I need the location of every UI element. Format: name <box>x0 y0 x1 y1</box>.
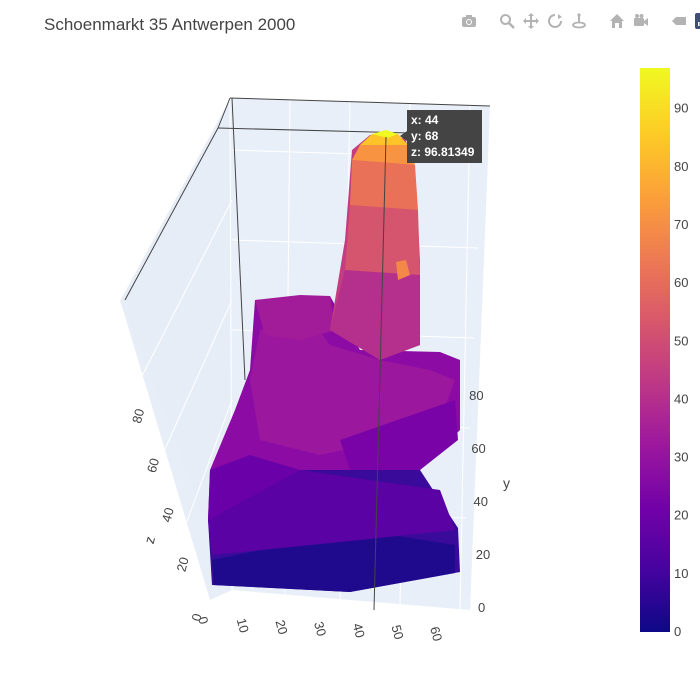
colorbar-tick-label: 70 <box>674 217 688 232</box>
colorbar-gradient <box>640 68 670 632</box>
y-axis-tick-label: 60 <box>471 441 485 456</box>
hover-label: x: 44 y: 68 z: 96.81349 <box>400 110 482 163</box>
x-axis-tick-label: 20 <box>272 618 290 636</box>
z-axis-tick-label: 0 <box>188 612 204 623</box>
colorbar-tick-label: 50 <box>674 333 688 348</box>
pan-icon[interactable] <box>522 12 540 30</box>
z-axis-tick-label: 40 <box>159 506 177 524</box>
y-axis-ticks: 0 20 40 60 80 <box>469 388 490 615</box>
colorbar-tick-label: 40 <box>674 391 688 406</box>
x-axis-tick-label: 50 <box>388 623 406 641</box>
colorbar-tick-label: 60 <box>674 275 688 290</box>
y-axis-tick-label: 20 <box>476 547 490 562</box>
zoom-icon[interactable] <box>498 12 516 30</box>
z-axis-tick-label: 60 <box>144 456 162 474</box>
colorbar-tick-label: 20 <box>674 508 688 523</box>
hover-y: y: 68 <box>411 129 439 143</box>
chart-title: Schoenmarkt 35 Antwerpen 2000 <box>44 15 296 34</box>
turntable-icon[interactable] <box>570 12 588 30</box>
x-axis-tick-label: 30 <box>311 620 329 638</box>
home-icon[interactable] <box>608 12 626 30</box>
hover-x: x: 44 <box>411 113 439 127</box>
colorbar-tick-label: 0 <box>674 624 681 639</box>
camera-icon[interactable] <box>460 12 478 30</box>
colorbar-tick-label: 10 <box>674 566 688 581</box>
y-axis-tick-label: 0 <box>478 600 485 615</box>
scene-frame <box>124 97 491 381</box>
z-axis-tick-label: 20 <box>174 555 192 573</box>
colorbar-tick-label: 30 <box>674 450 688 465</box>
colorbar-ticks: 0 10 20 30 40 50 60 70 80 90 <box>674 101 688 639</box>
colorbar-tick-label: 90 <box>674 101 688 116</box>
y-axis-tick-label: 40 <box>474 494 488 509</box>
orbit-icon[interactable] <box>546 12 564 30</box>
y-axis-tick-label: 80 <box>469 388 483 403</box>
hover-spike-line <box>373 136 387 611</box>
colorbar: 0 10 20 30 40 50 60 70 80 90 <box>640 68 688 639</box>
plotly-logo-icon[interactable] <box>694 12 700 30</box>
y-axis-title: y <box>503 475 510 491</box>
camera-view-icon[interactable] <box>632 12 650 30</box>
x-axis-ticks: 0 10 20 30 40 50 60 <box>195 615 445 643</box>
x-axis-tick-label: 60 <box>427 625 445 643</box>
hover-toggle-icon[interactable] <box>670 12 688 30</box>
z-axis-title: z <box>141 534 158 545</box>
z-axis-ticks: 0 20 40 60 80 <box>129 407 205 623</box>
surface-mesh <box>208 130 460 592</box>
z-axis-tick-label: 80 <box>129 407 147 425</box>
x-axis-tick-label: 40 <box>350 622 368 640</box>
modebar <box>460 11 700 31</box>
x-axis-tick-label: 0 <box>195 615 211 626</box>
colorbar-tick-label: 80 <box>674 159 688 174</box>
x-axis-tick-label: 10 <box>234 617 252 635</box>
hover-z: z: 96.81349 <box>411 145 475 159</box>
